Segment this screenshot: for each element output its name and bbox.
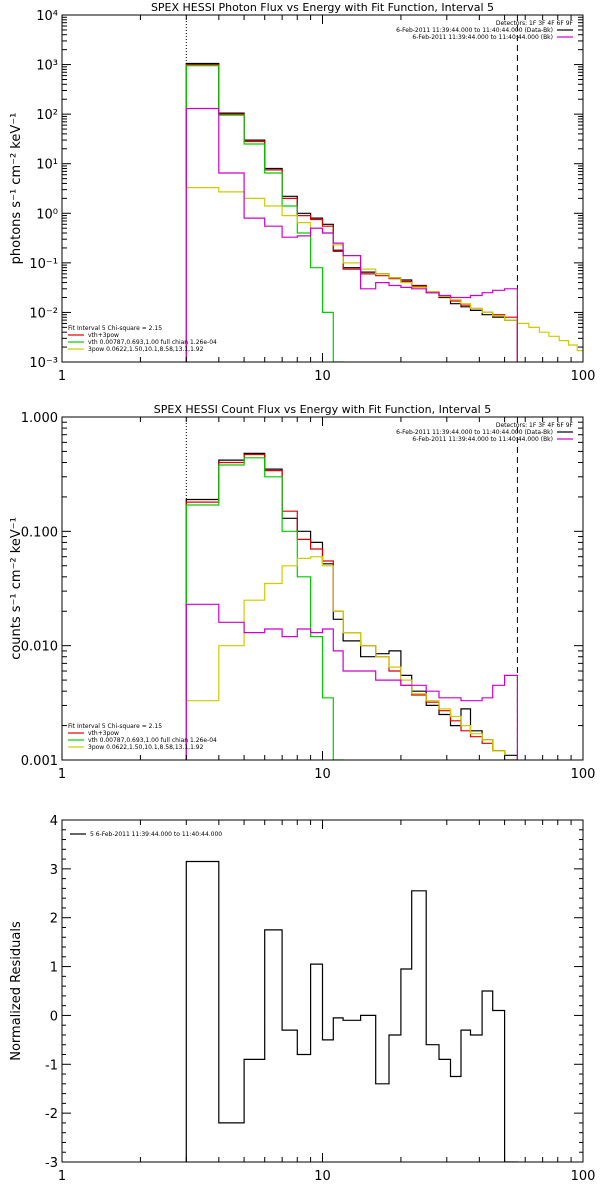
series-3pow [185, 556, 518, 760]
y-axis-label: Normalized Residuals [9, 921, 24, 1061]
y-tick-label: -3 [45, 1156, 58, 1171]
panel-3: Normalized Residuals 1 10 100 -3 -2 -1 0 1 2 3 4 5 6… [9, 814, 595, 1184]
series-vth [185, 457, 344, 760]
x-tick-label: 10 [314, 767, 331, 782]
x-tick-label: 1 [58, 767, 66, 782]
legend-entry: 6-Feb-2011 11:39:44.000 to 11:40:44.000 … [396, 27, 553, 34]
legend-entry: 6-Feb-2011 11:39:44.000 to 11:40:44.000 … [412, 436, 553, 443]
series-3pow [185, 187, 583, 362]
y-tick-label: 1.000 [21, 411, 58, 426]
y-tick-label: 10⁴ [36, 9, 58, 24]
x-tick-label: 10 [314, 1169, 331, 1184]
y-tick-label: 10² [36, 108, 58, 123]
x-tick-label: 1 [58, 1169, 66, 1184]
series-vth+3pow [185, 63, 518, 362]
series-vth [185, 65, 344, 362]
panel-2: SPEX HESSI Count Flux vs Energy with Fit… [9, 403, 595, 782]
series-residuals [185, 860, 518, 1162]
series-data [185, 452, 518, 760]
y-tick-label: 0 [50, 1009, 58, 1024]
y-tick-label: 4 [50, 814, 58, 829]
y-tick-label: 10¹ [36, 158, 58, 173]
y-tick-label: 0.100 [21, 525, 58, 540]
legend: Detectors: 1F 3F 4F 6F 9F6-Feb-2011 11:3… [396, 20, 573, 41]
y-tick-label: -1 [45, 1058, 58, 1073]
x-tick-label: 100 [571, 767, 596, 782]
plot-frame [61, 416, 584, 761]
legend-entry: vth+3pow [88, 730, 119, 737]
legend-entry: 3pow 0.0622,1.50,10.1,8.58,13.1,1.92 [88, 744, 204, 751]
series-vth+3pow [185, 453, 518, 760]
y-axis-label: photons s⁻¹ cm⁻² keV⁻¹ [9, 113, 24, 265]
y-tick-label: 10⁻¹ [29, 257, 58, 272]
legend-entry: vth 0.00787,0.693,1.00 full chian 1.26e-… [88, 339, 217, 346]
chart-title: SPEX HESSI Count Flux vs Energy with Fit… [154, 403, 491, 416]
legend: Detectors: 1F 3F 4F 6F 9F6-Feb-2011 11:3… [396, 422, 573, 443]
legend-entry: 6-Feb-2011 11:39:44.000 to 11:40:44.000 … [412, 34, 553, 41]
x-tick-label: 1 [58, 369, 66, 384]
series-bkg [185, 603, 518, 760]
legend-title: Fit Interval 5 Chi-square = 2.15 [68, 723, 162, 730]
y-tick-label: 10³ [36, 59, 58, 74]
y-tick-label: 3 [50, 863, 58, 878]
legend: Fit Interval 5 Chi-square = 2.15vth+3pow… [68, 325, 217, 353]
legend-entry: vth+3pow [88, 332, 119, 339]
y-tick-label: 1 [50, 961, 58, 976]
y-tick-label: 10⁰ [36, 207, 58, 222]
y-axis-label: counts s⁻¹ cm⁻² keV⁻¹ [9, 517, 24, 660]
series-bkg [185, 107, 518, 362]
x-tick-label: 100 [571, 1169, 596, 1184]
chart-title: SPEX HESSI Photon Flux vs Energy with Fi… [151, 1, 494, 14]
y-tick-label: 0.001 [21, 754, 58, 769]
legend: Fit Interval 5 Chi-square = 2.15vth+3pow… [68, 723, 217, 751]
legend: 5 6-Feb-2011 11:39:44.000 to 11:40:44.00… [70, 831, 222, 838]
legend-entry: 3pow 0.0622,1.50,10.1,8.58,13.1,1.92 [88, 346, 204, 353]
legend-entry: vth 0.00787,0.693,1.00 full chian 1.26e-… [88, 737, 217, 744]
series-data [185, 62, 518, 362]
legend-title: Detectors: 1F 3F 4F 6F 9F [496, 422, 574, 429]
y-tick-label: 10⁻² [29, 306, 58, 321]
legend-entry: 6-Feb-2011 11:39:44.000 to 11:40:44.000 … [396, 429, 553, 436]
y-tick-label: -2 [45, 1107, 58, 1122]
panel-1: SPEX HESSI Photon Flux vs Energy with Fi… [9, 1, 595, 384]
y-tick-label: 2 [50, 912, 58, 927]
x-tick-label: 100 [571, 369, 596, 384]
y-tick-label: 0.010 [21, 640, 58, 655]
y-tick-label: 10⁻³ [29, 356, 58, 371]
legend-entry: 5 6-Feb-2011 11:39:44.000 to 11:40:44.00… [90, 831, 222, 838]
legend-title: Fit Interval 5 Chi-square = 2.15 [68, 325, 162, 332]
x-tick-label: 10 [314, 369, 331, 384]
legend-title: Detectors: 1F 3F 4F 6F 9F [496, 20, 574, 27]
